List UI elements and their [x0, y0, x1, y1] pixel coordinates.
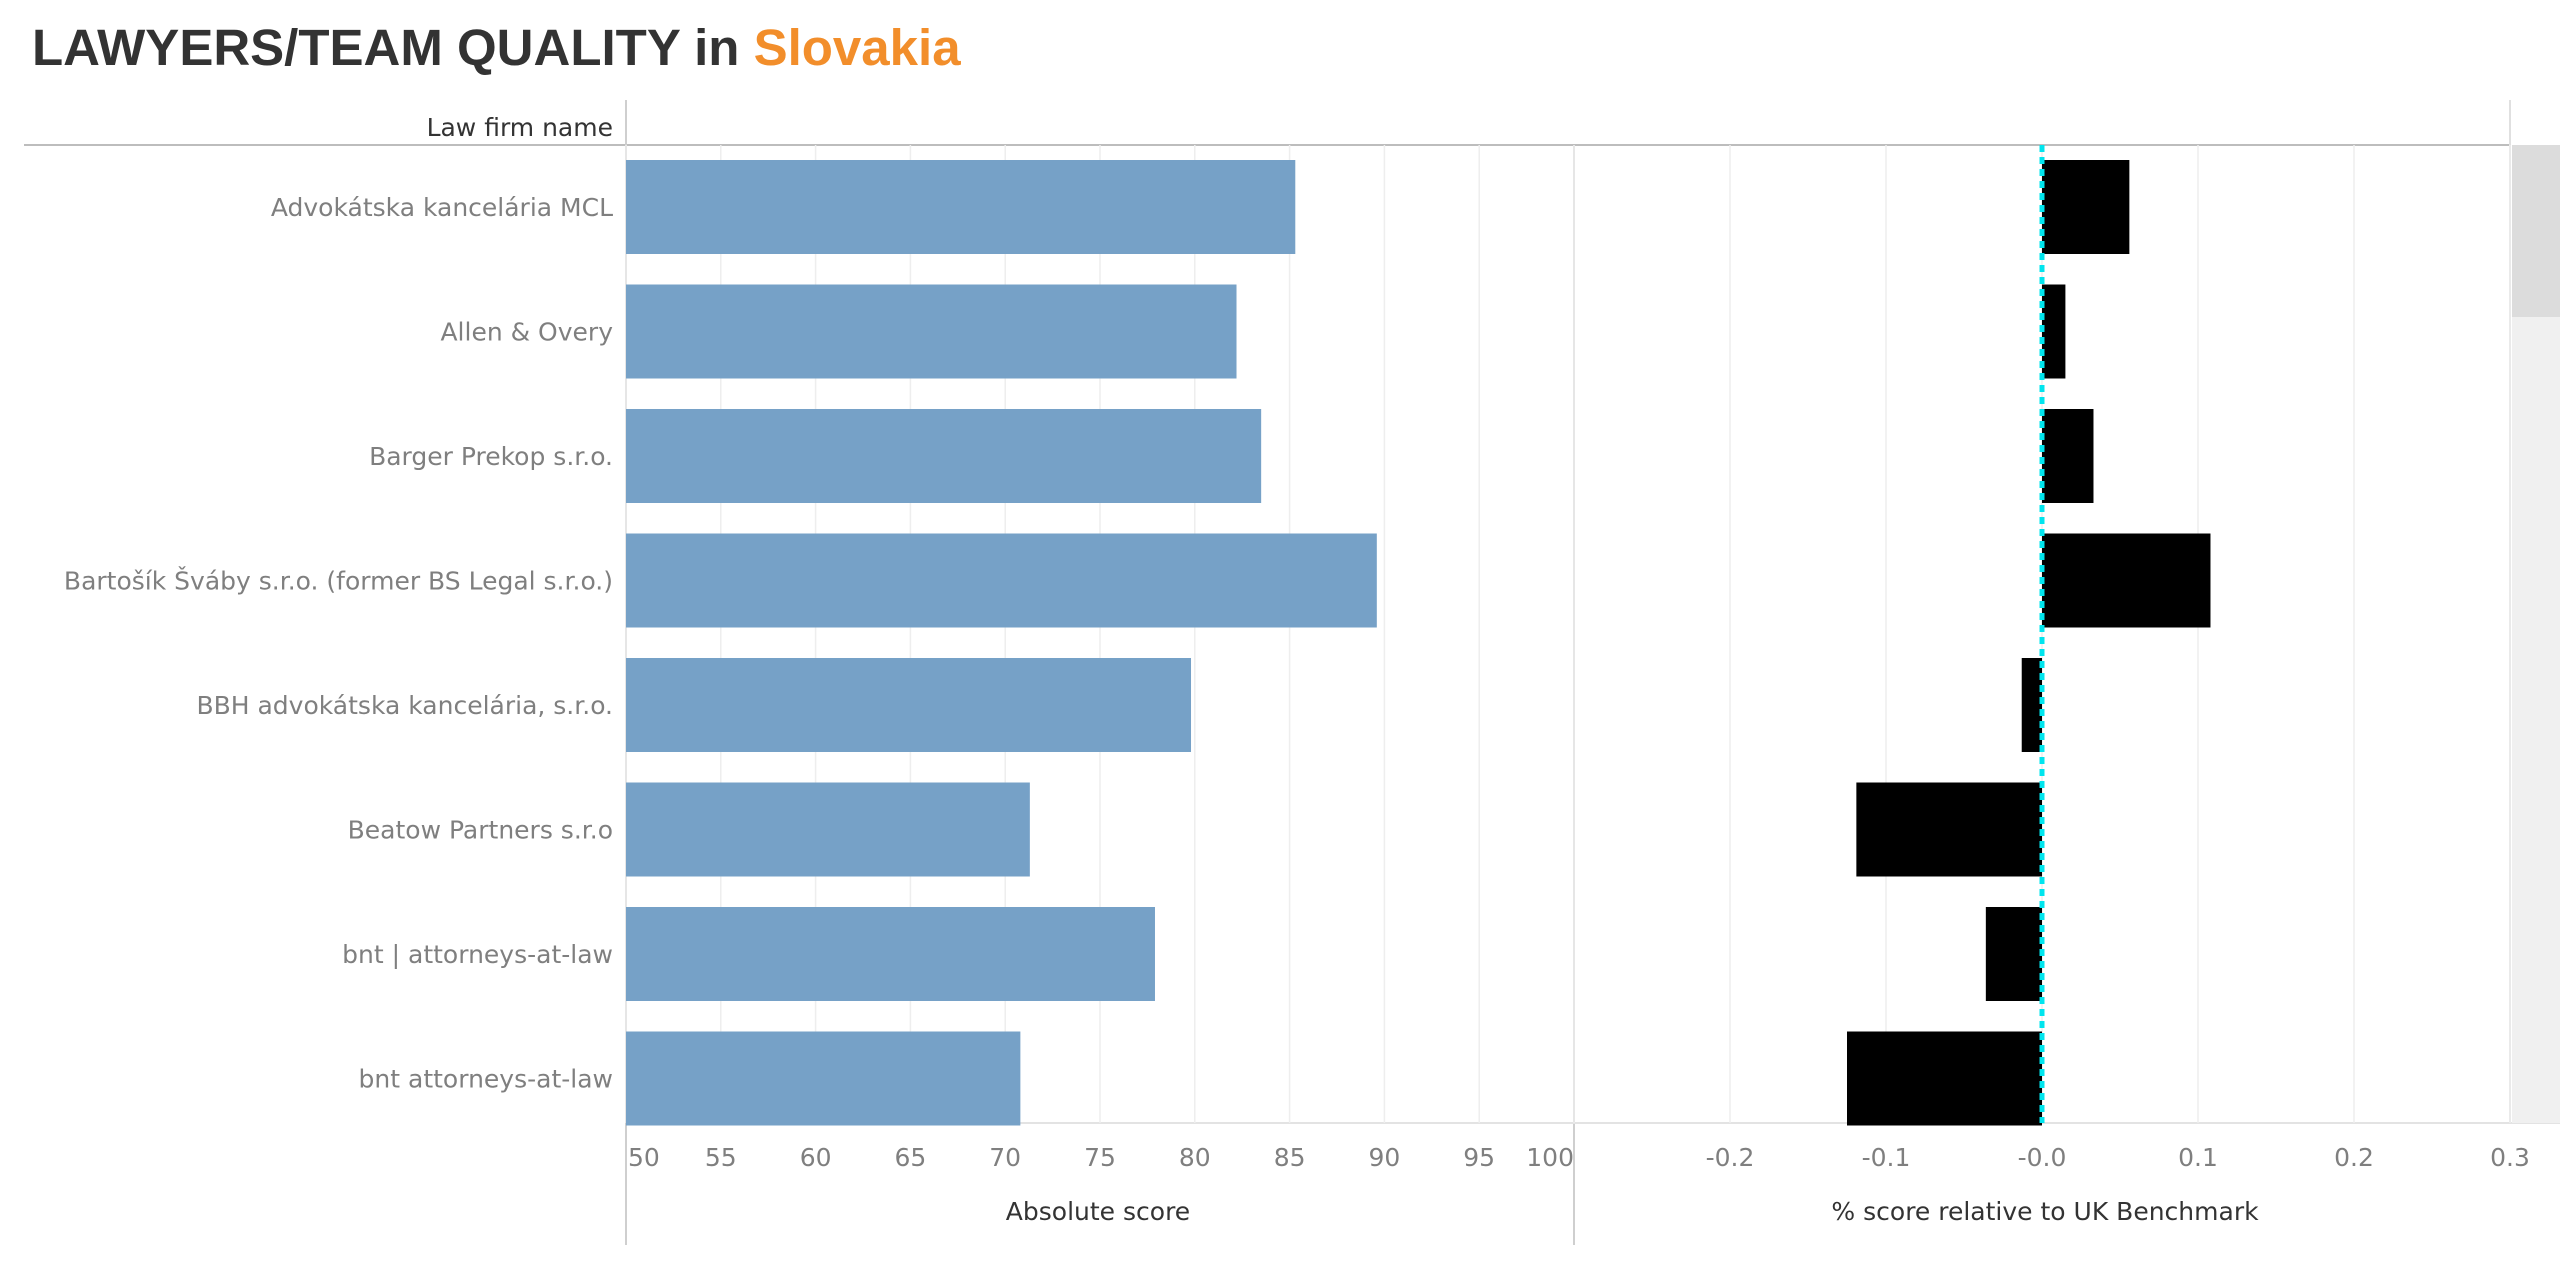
absolute-score-axis-title: Absolute score — [1006, 1197, 1190, 1226]
row-label: Beatow Partners s.r.o — [348, 816, 613, 845]
row-label: BBH advokátska kancelária, s.r.o. — [196, 691, 613, 720]
absolute-tick-label: 95 — [1463, 1143, 1495, 1172]
relative-score-bar — [2042, 409, 2094, 503]
absolute-tick-label: 55 — [705, 1143, 737, 1172]
relative-score-bar — [2042, 533, 2211, 628]
relative-tick-label: 0.1 — [2178, 1143, 2218, 1172]
relative-tick-label: -0.0 — [2018, 1143, 2067, 1172]
absolute-tick-label: 80 — [1179, 1143, 1211, 1172]
title-country: Slovakia — [753, 19, 961, 76]
scrollbar-thumb[interactable] — [2512, 145, 2560, 317]
absolute-score-bars — [626, 160, 1377, 1126]
absolute-score-bar — [626, 533, 1377, 628]
relative-score-bar — [1847, 1031, 2042, 1126]
relative-score-bar — [1985, 907, 2042, 1001]
absolute-tick-label: 75 — [1084, 1143, 1116, 1172]
relative-score-bar — [2042, 160, 2130, 254]
absolute-tick-label: 60 — [800, 1143, 832, 1172]
absolute-score-bar — [626, 907, 1155, 1001]
row-labels: Advokátska kancelária MCL Allen & Overy Ba… — [64, 193, 613, 1094]
relative-tick-label: 0.3 — [2490, 1143, 2530, 1172]
vertical-scrollbar[interactable] — [2512, 145, 2560, 1123]
row-header-label: Law firm name — [427, 113, 613, 142]
title-prefix: LAWYERS/TEAM QUALITY — [32, 19, 680, 76]
title-connector: in — [694, 19, 740, 76]
gridlines — [625, 145, 2511, 1123]
relative-tick-label: -0.2 — [1706, 1143, 1755, 1172]
relative-score-axis-title: % score relative to UK Benchmark — [1831, 1197, 2259, 1226]
row-label: Allen & Overy — [440, 318, 613, 347]
absolute-tick-label: 100 — [1526, 1143, 1574, 1172]
absolute-tick-label: 85 — [1274, 1143, 1306, 1172]
absolute-score-bar — [626, 1031, 1021, 1126]
relative-tick-label: -0.1 — [1862, 1143, 1911, 1172]
row-label: Barger Prekop s.r.o. — [369, 442, 613, 471]
absolute-tick-label: 90 — [1368, 1143, 1400, 1172]
row-label: Bartošík Šváby s.r.o. (former BS Legal s… — [64, 566, 613, 596]
relative-score-bar — [1856, 782, 2042, 877]
axis-ticks: 50 55 60 65 70 75 80 85 90 95 100 -0.2 -0.1 -0.0 0.1 0.… — [628, 1143, 2530, 1172]
absolute-score-bar — [626, 284, 1237, 379]
relative-score-bars — [1847, 160, 2211, 1126]
absolute-tick-label: 70 — [989, 1143, 1021, 1172]
absolute-score-bar — [626, 658, 1192, 752]
row-label: bnt | attorneys-at-law — [342, 940, 613, 969]
row-label: bnt attorneys-at-law — [359, 1065, 613, 1094]
page-title: LAWYERS/TEAM QUALITY in Slovakia — [32, 18, 961, 77]
absolute-score-bar — [626, 160, 1296, 254]
row-label: Advokátska kancelária MCL — [271, 193, 613, 222]
absolute-score-bar — [626, 409, 1262, 503]
relative-tick-label: 0.2 — [2334, 1143, 2374, 1172]
relative-score-bar — [2042, 284, 2066, 379]
absolute-score-bar — [626, 782, 1030, 877]
absolute-tick-label: 50 — [628, 1143, 660, 1172]
relative-score-bar — [2021, 658, 2042, 752]
absolute-tick-label: 65 — [894, 1143, 926, 1172]
